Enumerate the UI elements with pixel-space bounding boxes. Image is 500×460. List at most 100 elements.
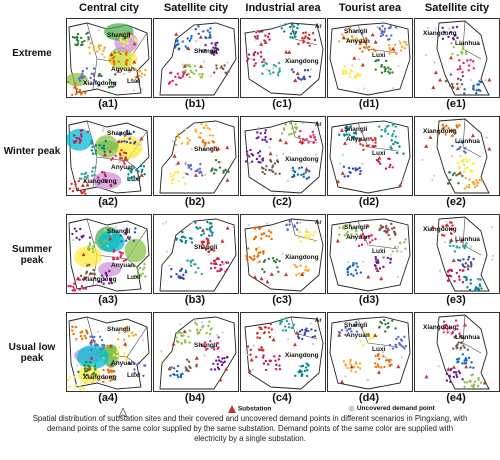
demand-point — [184, 366, 187, 369]
demand-point — [179, 373, 183, 376]
demand-point — [90, 142, 93, 145]
demand-point — [262, 64, 266, 67]
demand-point — [390, 222, 393, 226]
demand-point — [350, 330, 353, 333]
demand-point — [100, 146, 104, 150]
substation-marker — [115, 256, 120, 260]
demand-point — [67, 378, 70, 382]
demand-point — [469, 366, 472, 369]
demand-point — [189, 164, 192, 168]
demand-point — [306, 230, 310, 234]
place-label: Shangli — [344, 322, 368, 329]
demand-point — [197, 25, 200, 28]
demand-point — [472, 60, 475, 63]
demand-point — [467, 64, 471, 67]
uncovered-point — [93, 242, 97, 245]
demand-point — [355, 272, 359, 275]
demand-point — [342, 165, 346, 168]
demand-point — [76, 32, 80, 36]
demand-point — [281, 329, 285, 332]
demand-point — [383, 70, 387, 73]
demand-point — [277, 71, 280, 74]
demand-point — [344, 333, 347, 337]
demand-point — [343, 234, 347, 237]
uncovered-point — [469, 345, 472, 348]
demand-point — [308, 33, 311, 36]
demand-point — [88, 243, 92, 247]
demand-point — [183, 236, 187, 239]
demand-point — [263, 232, 266, 235]
demand-point — [80, 330, 84, 333]
demand-point — [144, 68, 147, 72]
substation-marker — [75, 276, 80, 281]
demand-point — [105, 274, 109, 278]
demand-point — [217, 336, 220, 339]
uncovered-point — [86, 39, 90, 42]
demand-point — [375, 260, 378, 264]
column-header: Satellite city — [424, 2, 490, 14]
demand-point — [78, 79, 82, 83]
substation-marker — [268, 151, 273, 156]
demand-point — [346, 128, 349, 131]
uncovered-point — [102, 126, 105, 130]
substation-marker — [449, 238, 454, 242]
demand-point — [98, 83, 101, 87]
demand-point — [100, 338, 104, 342]
demand-point — [289, 36, 292, 39]
demand-point — [263, 172, 266, 176]
demand-point — [462, 269, 465, 272]
demand-point — [261, 30, 264, 33]
demand-point — [358, 362, 362, 365]
demand-point — [170, 71, 173, 74]
demand-point — [453, 128, 456, 132]
demand-point — [256, 255, 259, 259]
substation-marker — [269, 272, 274, 276]
demand-point — [311, 31, 315, 35]
demand-point — [395, 52, 398, 56]
demand-point — [262, 362, 266, 365]
substation-marker — [126, 235, 131, 239]
map-svg: Shangli — [159, 120, 237, 194]
map-panel: Shangli Anyuan Xiangdong Luxi — [66, 116, 152, 196]
demand-point — [472, 85, 475, 88]
demand-point — [253, 64, 256, 67]
demand-point — [355, 76, 358, 79]
substation-marker — [176, 160, 181, 165]
demand-point — [269, 72, 272, 75]
substation-marker — [340, 379, 345, 384]
demand-point — [345, 130, 348, 133]
uncovered-point — [309, 356, 312, 359]
demand-point — [463, 246, 467, 250]
uncovered-point — [443, 241, 447, 244]
uncovered-point — [114, 225, 117, 229]
demand-point — [170, 268, 173, 271]
demand-point — [268, 168, 271, 172]
demand-point — [358, 367, 362, 370]
demand-point — [108, 150, 112, 154]
demand-point — [192, 72, 196, 76]
demand-point — [255, 157, 259, 161]
demand-point — [108, 269, 111, 273]
demand-point — [380, 65, 383, 68]
demand-point — [291, 326, 294, 329]
panel-label: (a1) — [98, 98, 118, 110]
demand-point — [380, 366, 383, 369]
demand-point — [388, 238, 392, 241]
demand-point — [371, 239, 374, 242]
substation-marker — [352, 55, 357, 60]
demand-point — [133, 37, 137, 40]
demand-point — [103, 278, 107, 281]
demand-point — [459, 78, 462, 82]
demand-point — [347, 39, 351, 43]
demand-point — [270, 169, 273, 172]
uncovered-point — [72, 239, 75, 242]
demand-point — [254, 62, 257, 65]
demand-point — [75, 236, 78, 240]
demand-point — [94, 152, 98, 155]
demand-point — [391, 123, 394, 127]
demand-point — [359, 169, 362, 173]
demand-point — [358, 140, 361, 143]
uncovered-point — [381, 353, 384, 356]
demand-point — [369, 137, 373, 140]
uncovered-point — [448, 27, 451, 31]
